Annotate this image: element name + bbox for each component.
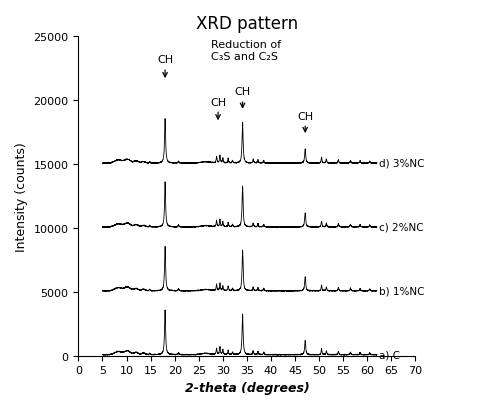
Y-axis label: Intensity (counts): Intensity (counts) [15, 142, 28, 251]
Text: CH: CH [157, 55, 173, 78]
Text: a) C: a) C [380, 350, 400, 360]
Text: CH: CH [210, 97, 226, 120]
Text: Reduction of
C₃S and C₂S: Reduction of C₃S and C₂S [211, 40, 281, 62]
Text: c) 2%NC: c) 2%NC [380, 222, 424, 232]
Text: CH: CH [297, 111, 313, 133]
Text: b) 1%NC: b) 1%NC [380, 286, 425, 296]
Text: CH: CH [234, 87, 250, 108]
Title: XRD pattern: XRD pattern [196, 15, 298, 33]
X-axis label: 2-theta (degrees): 2-theta (degrees) [184, 381, 310, 394]
Text: d) 3%NC: d) 3%NC [380, 159, 425, 169]
